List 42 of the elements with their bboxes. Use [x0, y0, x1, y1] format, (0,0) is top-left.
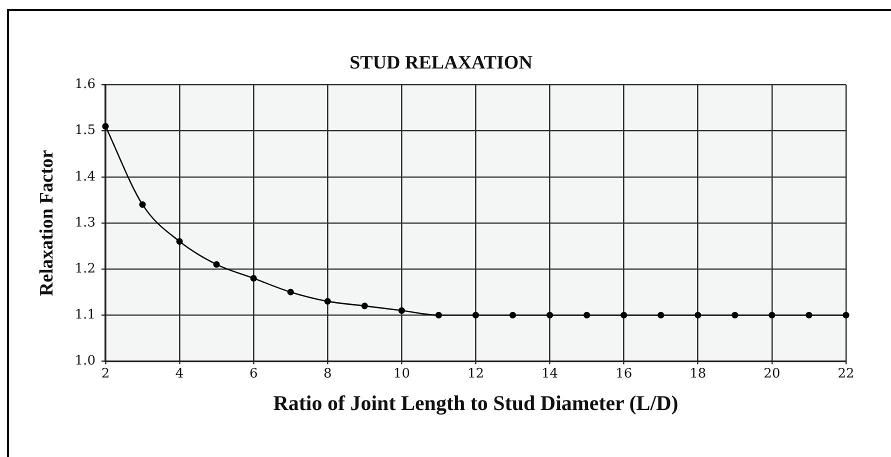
point	[324, 298, 331, 305]
point	[842, 312, 850, 318]
y-tick-label: 1.2	[74, 261, 96, 276]
y-tick-label: 1.4	[74, 169, 96, 184]
y-tick-label: 1.1	[74, 308, 96, 323]
point	[806, 312, 812, 318]
chart-title: STUD RELAXATION	[350, 52, 533, 74]
x-tick-label: 4	[175, 366, 184, 382]
y-tick-label: 1.3	[74, 215, 96, 230]
y-tick-label: 1.5	[74, 123, 96, 138]
x-tick-label: 12	[467, 366, 484, 382]
point	[176, 238, 183, 245]
point	[732, 312, 738, 318]
point	[509, 312, 516, 318]
point	[768, 312, 776, 318]
point	[472, 312, 480, 318]
point	[620, 312, 628, 318]
point	[250, 274, 257, 282]
point	[213, 261, 220, 268]
x-tick-label: 10	[393, 366, 410, 382]
point	[584, 312, 590, 318]
x-tick-label: 14	[542, 366, 558, 382]
x-tick-label: 22	[838, 366, 854, 382]
point	[361, 302, 368, 310]
x-tick-label: 16	[616, 366, 632, 382]
y-tick-label: 1.0	[74, 354, 96, 369]
x-tick-label: 8	[323, 366, 332, 382]
x-tick-label: 18	[690, 366, 706, 382]
x-tick-label: 6	[249, 366, 258, 382]
point	[102, 122, 109, 130]
y-tick-label: 1.6	[74, 77, 96, 92]
point	[694, 312, 702, 318]
point	[139, 201, 146, 208]
x-tick-label: 2	[101, 366, 110, 382]
y-axis-title: Relaxation Factor	[36, 149, 58, 296]
point	[658, 312, 664, 318]
point	[287, 288, 294, 296]
x-tick-label: 20	[764, 366, 780, 382]
x-axis-title: Ratio of Joint Length to Stud Diameter (L/D)	[273, 390, 678, 415]
point	[398, 307, 405, 314]
point	[546, 312, 554, 318]
point	[435, 312, 442, 318]
